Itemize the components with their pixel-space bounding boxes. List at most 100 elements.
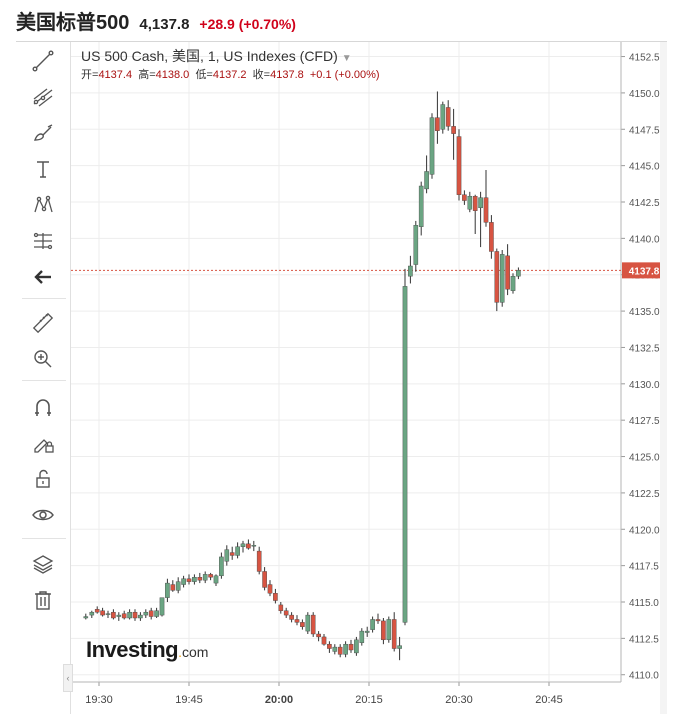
text-icon[interactable] [26, 154, 60, 184]
candle-body [456, 136, 462, 195]
candle-body [89, 611, 95, 616]
y-tick-label: 4112.5 [629, 634, 659, 645]
candle-body [499, 254, 505, 303]
candle-body [305, 614, 311, 632]
high-value: 4138.0 [155, 69, 190, 81]
candle-body [489, 222, 494, 252]
scrollbar[interactable] [660, 42, 667, 714]
y-tick-label: 4140.0 [629, 234, 660, 245]
candle-body [262, 571, 267, 588]
candle-body [159, 597, 165, 616]
pitchfork-icon[interactable] [26, 82, 60, 112]
candle-body [505, 255, 510, 290]
toolbar-divider [22, 298, 66, 299]
candle-body [256, 550, 262, 572]
candle-body [267, 584, 273, 594]
candle-body [224, 549, 230, 562]
ruler-icon[interactable] [26, 308, 60, 338]
price-change: +28.9 (+0.70%) [199, 16, 296, 32]
y-tick-label: 4120.0 [629, 525, 660, 536]
y-tick-label: 4125.0 [629, 453, 660, 464]
logo-suffix: com [181, 644, 209, 660]
candle-body [132, 611, 138, 619]
series-title: US 500 Cash, 美国, 1, US Indexes (CFD) [81, 48, 338, 64]
layers-icon[interactable] [26, 549, 60, 579]
candle-body [105, 613, 111, 615]
y-tick-label: 4130.0 [629, 380, 660, 391]
x-tick-label: 19:30 [85, 694, 113, 706]
fibonacci-icon[interactable] [26, 226, 60, 256]
candle-body [516, 270, 521, 277]
drawing-toolbar [16, 42, 71, 714]
chart-legend[interactable]: US 500 Cash, 美国, 1, US Indexes (CFD) ▼ [81, 46, 352, 66]
candle-body [483, 197, 489, 223]
candle-body [213, 575, 219, 584]
unlock-icon[interactable] [26, 464, 60, 494]
candle-body [451, 126, 456, 134]
candle-body [165, 582, 170, 598]
pattern-icon[interactable] [26, 190, 60, 220]
chevron-down-icon[interactable]: ▼ [341, 53, 352, 64]
back-arrow-icon[interactable] [26, 262, 60, 292]
lock-drawing-icon[interactable] [26, 428, 60, 458]
magnet-icon[interactable] [26, 393, 60, 423]
zoom-in-icon[interactable] [26, 344, 60, 374]
y-tick-label: 4117.5 [629, 562, 659, 573]
candle-body [354, 639, 359, 654]
candle-body [440, 104, 446, 130]
candle-body [300, 622, 305, 627]
y-tick-label: 4152.5 [629, 53, 660, 64]
candle-body [391, 619, 397, 649]
candle-body [143, 611, 149, 616]
candle-body [202, 574, 208, 581]
candle-body [310, 614, 316, 635]
ohlc-readout: 开=4137.4 高=4138.0 低=4137.2 收=4137.8 +0.1… [81, 66, 380, 82]
candle-body [397, 645, 402, 649]
current-price-label: 4137.8 [629, 266, 660, 277]
price-chart[interactable]: 4110.0 4112.5 4115.0 4117.5 4120.0 4122.5 4125… [71, 42, 667, 714]
x-tick-label: 20:45 [535, 694, 563, 706]
trend-line-icon[interactable] [26, 46, 60, 76]
candle-body [467, 195, 473, 210]
x-tick-label: 20:15 [355, 694, 383, 706]
low-label: 低= [195, 69, 213, 81]
candle-body [94, 609, 100, 613]
candle-body [283, 610, 289, 616]
y-tick-label: 4132.5 [629, 343, 660, 354]
last-price: 4,137.8 [139, 16, 190, 33]
candle-body [359, 630, 365, 643]
candle-body [343, 643, 348, 655]
y-tick-label: 4127.5 [629, 416, 660, 427]
candle-body [170, 584, 176, 591]
candle-body [413, 225, 419, 265]
candle-body [337, 646, 343, 655]
candle-body [246, 543, 251, 549]
candle-body [219, 556, 224, 577]
candle-body [321, 636, 327, 645]
candle-body [375, 619, 381, 622]
candle-body [240, 543, 246, 547]
candle-body [386, 619, 392, 641]
candle-body [186, 578, 192, 582]
candle-body [208, 574, 213, 578]
trash-icon[interactable] [26, 585, 60, 615]
y-tick-label: 4147.5 [629, 125, 660, 136]
candle-body [148, 610, 154, 617]
y-tick-label: 4135.0 [629, 307, 660, 318]
open-value: 4137.4 [98, 69, 133, 81]
brush-icon[interactable] [26, 118, 60, 148]
instrument-name: 美国标普500 [16, 12, 130, 34]
candle-body [197, 577, 203, 581]
candle-body [429, 117, 435, 175]
candle-body [181, 578, 186, 585]
toolbar-divider [22, 380, 66, 381]
candle-body [116, 614, 122, 617]
close-value: 4137.8 [270, 69, 304, 81]
y-tick-label: 4110.0 [629, 671, 659, 682]
collapse-toolbar-button[interactable]: ‹ [63, 664, 73, 692]
close-label: 收= [252, 69, 271, 81]
eye-icon[interactable] [26, 500, 60, 530]
candle-body [100, 610, 105, 616]
candle-body [381, 620, 386, 641]
investing-logo: Investing.com [86, 637, 209, 662]
